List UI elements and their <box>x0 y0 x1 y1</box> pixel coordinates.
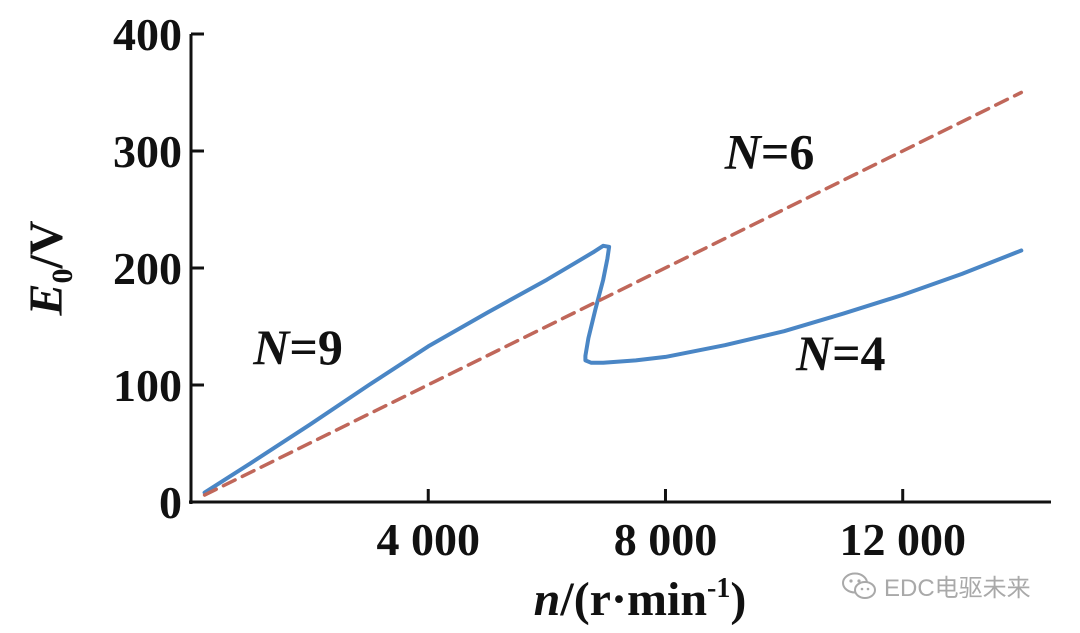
x-axis-title-unit: /(r·min <box>559 573 707 626</box>
x-axis-title-exp: -1 <box>707 573 730 604</box>
curve-label: N=9 <box>252 319 343 375</box>
curve-label-var: N <box>724 124 763 180</box>
curve-label-value: =6 <box>761 124 815 180</box>
y-axis-title: E0/V <box>20 220 79 316</box>
x-tick-label: 8 000 <box>614 514 718 565</box>
curve-label-var: N <box>252 319 291 375</box>
x-tick-label: 4 000 <box>376 514 480 565</box>
watermark-text: EDC电驱未来 <box>884 575 1031 602</box>
y-tick-label: 100 <box>113 360 182 411</box>
wechat-icon <box>842 572 876 600</box>
watermark: EDC电驱未来 <box>842 568 1031 603</box>
x-tick-label: 12 000 <box>839 514 966 565</box>
y-tick-label: 200 <box>113 243 182 294</box>
y-tick-label: 400 <box>113 9 182 60</box>
series-layer <box>202 90 1024 497</box>
y-axis-title-var: E <box>20 283 73 316</box>
y-ticks: 0 100 200 300 400 <box>113 9 204 528</box>
x-axis-title-var: n <box>534 573 561 626</box>
x-ticks: 4 000 8 000 12 000 <box>376 489 966 565</box>
series-line-dashed <box>202 90 1024 497</box>
y-tick-label: 300 <box>113 126 182 177</box>
axes <box>189 34 1051 504</box>
annotation-layer: N=9N=6N=4 <box>252 124 885 381</box>
curve-label-var: N <box>795 325 834 381</box>
y-axis-title-sub: 0 <box>46 268 79 283</box>
x-axis-title-close: ) <box>730 573 746 626</box>
curve-label: N=6 <box>724 124 815 180</box>
series-line-solid <box>202 243 1024 495</box>
y-axis-title-unit: /V <box>20 220 73 269</box>
curve-label-value: =4 <box>832 325 886 381</box>
x-axis-title: n/(r·min-1) <box>534 573 747 626</box>
curve-label-value: =9 <box>289 319 343 375</box>
curve-label: N=4 <box>795 325 886 381</box>
y-tick-label: 0 <box>159 477 182 528</box>
